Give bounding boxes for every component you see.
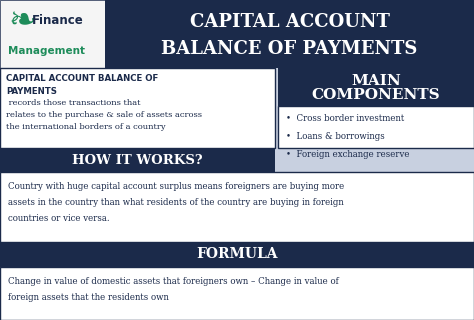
Text: ❧: ❧ (8, 4, 36, 37)
Text: Country with huge capital account surplus means foreigners are buying more: Country with huge capital account surplu… (8, 182, 344, 191)
Text: BALANCE OF PAYMENTS: BALANCE OF PAYMENTS (161, 40, 418, 58)
FancyBboxPatch shape (0, 172, 474, 242)
Text: •  Cross border investment: • Cross border investment (286, 114, 404, 123)
Text: relates to the purchase & sale of assets across: relates to the purchase & sale of assets… (6, 111, 202, 119)
FancyBboxPatch shape (0, 267, 474, 320)
FancyBboxPatch shape (0, 148, 275, 172)
FancyBboxPatch shape (0, 68, 275, 148)
Text: records those transactions that: records those transactions that (6, 99, 140, 107)
Text: foreign assets that the residents own: foreign assets that the residents own (8, 293, 169, 302)
Text: FORMULA: FORMULA (196, 247, 278, 261)
Text: •  Foreign exchange reserve: • Foreign exchange reserve (286, 150, 410, 159)
Text: Management: Management (8, 46, 85, 56)
Text: the international borders of a country: the international borders of a country (6, 123, 165, 131)
FancyBboxPatch shape (278, 106, 474, 148)
Text: MAIN: MAIN (351, 74, 401, 88)
Text: •  Loans & borrowings: • Loans & borrowings (286, 132, 385, 141)
Text: countries or vice versa.: countries or vice versa. (8, 214, 109, 223)
Text: CAPITAL ACCOUNT BALANCE OF: CAPITAL ACCOUNT BALANCE OF (6, 74, 158, 83)
FancyBboxPatch shape (0, 0, 105, 68)
Text: assets in the country than what residents of the country are buying in foreign: assets in the country than what resident… (8, 198, 344, 207)
FancyBboxPatch shape (0, 242, 474, 267)
Text: Change in value of domestic assets that foreigners own – Change in value of: Change in value of domestic assets that … (8, 277, 339, 286)
Text: HOW IT WORKS?: HOW IT WORKS? (72, 154, 203, 166)
Text: CAPITAL ACCOUNT: CAPITAL ACCOUNT (190, 13, 390, 31)
Text: Finance: Finance (32, 14, 84, 27)
Text: COMPONENTS: COMPONENTS (312, 88, 440, 102)
FancyBboxPatch shape (105, 0, 474, 68)
FancyBboxPatch shape (278, 68, 474, 106)
Text: PAYMENTS: PAYMENTS (6, 87, 57, 96)
